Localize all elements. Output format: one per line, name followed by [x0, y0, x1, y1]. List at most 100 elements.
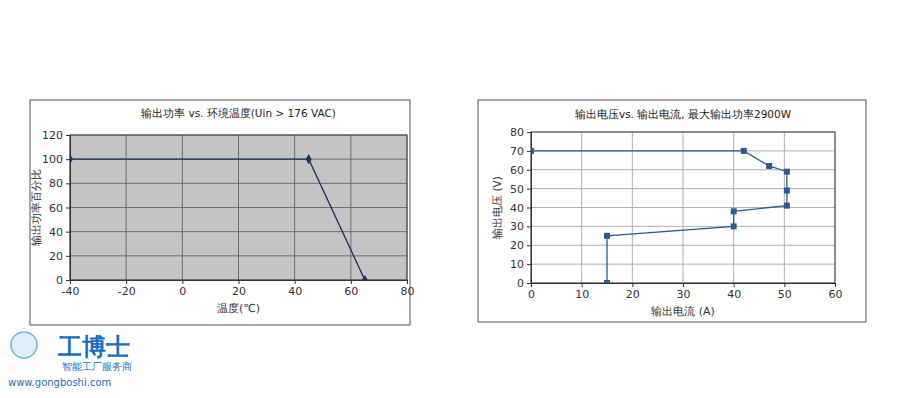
- data-marker: [362, 275, 368, 280]
- plot-frame: [531, 132, 835, 283]
- x-tick-mark: [295, 280, 296, 284]
- logo-icon: [11, 332, 37, 358]
- watermark-url: www.gongboshi.com: [8, 377, 111, 388]
- y-tick-label: 120: [42, 129, 63, 142]
- y-tick: 50: [510, 183, 531, 196]
- x-tick-mark: [407, 280, 408, 284]
- y-tick-label: 40: [510, 202, 524, 215]
- y-tick: 100: [42, 153, 70, 166]
- chart-title: 输出功率 vs. 环境温度(Uin > 176 VAC): [141, 107, 336, 119]
- x-tick-mark: [126, 280, 127, 284]
- data-marker: [784, 203, 790, 209]
- y-tick-label: 10: [510, 258, 524, 271]
- watermark: 工博士智能工厂服务商www.gongboshi.com: [8, 332, 132, 388]
- plot-background: [531, 132, 835, 283]
- data-marker: [531, 148, 534, 154]
- x-axis: 0102030405060: [528, 283, 843, 301]
- x-tick: 60: [344, 280, 358, 298]
- x-tick-label: 80: [401, 285, 415, 298]
- y-tick-label: 20: [49, 250, 63, 263]
- x-axis: -40 -20 0 20 40 60 80: [62, 280, 415, 298]
- y-tick: 80: [510, 126, 531, 139]
- y-tick-label: 80: [49, 177, 63, 190]
- y-tick-mark: [66, 135, 70, 136]
- y-axis-title: 输出功率百分比: [30, 169, 42, 246]
- x-tick-mark: [239, 280, 240, 284]
- x-tick: 0: [179, 280, 186, 298]
- x-tick: 40: [727, 283, 741, 301]
- grid-line-x: [182, 135, 183, 280]
- y-tick-label: 0: [517, 277, 524, 290]
- x-tick-mark: [835, 283, 836, 287]
- data-marker: [731, 208, 737, 214]
- x-tick: 10: [575, 283, 589, 301]
- y-tick-label: 80: [510, 126, 524, 139]
- x-tick-mark: [632, 283, 633, 287]
- grid-line-x: [126, 135, 127, 280]
- grid-line-x: [350, 135, 351, 280]
- y-tick: 70: [510, 145, 531, 158]
- y-tick-label: 70: [510, 145, 524, 158]
- y-tick: 60: [510, 164, 531, 177]
- x-tick-mark: [351, 280, 352, 284]
- y-tick-label: 0: [56, 274, 63, 287]
- y-tick: 20: [510, 239, 531, 252]
- y-tick-label: 60: [510, 164, 524, 177]
- x-tick: 80: [401, 280, 415, 298]
- data-marker: [766, 163, 772, 169]
- data: [531, 148, 790, 283]
- y-tick-mark: [527, 170, 531, 171]
- x-tick-label: 0: [528, 288, 535, 301]
- data-line: [70, 159, 365, 280]
- x-tick-label: -20: [118, 285, 136, 298]
- x-tick-label: 60: [829, 288, 843, 301]
- y-tick: 120: [42, 129, 70, 142]
- x-axis-title: 温度(℃): [217, 302, 260, 315]
- y-tick: 80: [49, 177, 70, 190]
- grid-line-x: [733, 132, 734, 283]
- y-tick-mark: [66, 232, 70, 233]
- page: -40-20020406080020406080100120输出功率 vs. 环…: [0, 0, 900, 398]
- chart: -40 -20 0 20 40 60 80 0 20 40 60 80 100 120 输出功率 vs. 环…: [30, 100, 415, 325]
- chart-title: 输出电压vs. 输出电流, 最大输出功率2900W: [575, 108, 792, 120]
- x-tick-label: 50: [778, 288, 792, 301]
- y-tick: 40: [510, 202, 531, 215]
- y-tick-mark: [66, 183, 70, 184]
- grid-line-x: [238, 135, 239, 280]
- y-tick-mark: [527, 189, 531, 190]
- data-marker: [306, 154, 312, 164]
- data-marker: [731, 223, 737, 229]
- chart: 010203040506001020304050607080输出电压vs. 输出…: [478, 100, 866, 322]
- y-tick: 0: [56, 274, 70, 287]
- y-tick: 10: [510, 258, 531, 271]
- y-tick: 40: [49, 226, 70, 239]
- grid-line-x: [581, 132, 582, 283]
- y-axis: 0 10 20 30 40 50 60 70 80: [510, 126, 532, 290]
- y-axis-line: [527, 133, 532, 284]
- y-tick-label: 20: [510, 239, 524, 252]
- x-tick-label: -40: [62, 285, 80, 298]
- y-tick-label: 50: [510, 183, 524, 196]
- data-line: [531, 151, 787, 283]
- y-axis-title: 输出电压 (V): [491, 176, 503, 239]
- data-marker: [784, 188, 790, 194]
- y-tick: 60: [49, 202, 70, 215]
- x-tick: 60: [829, 283, 843, 301]
- x-tick-mark: [182, 280, 183, 284]
- grid: [531, 132, 835, 283]
- y-tick-mark: [66, 280, 70, 281]
- plot-background: [70, 135, 407, 280]
- grid-line-x: [683, 132, 684, 283]
- y-tick-mark: [66, 256, 70, 257]
- data-marker: [784, 169, 790, 175]
- x-tick-mark: [683, 283, 684, 287]
- x-tick: 50: [778, 283, 792, 301]
- x-tick-label: 40: [288, 285, 302, 298]
- x-tick-label: 0: [179, 285, 186, 298]
- x-tick: 20: [232, 280, 246, 298]
- y-tick-label: 30: [510, 220, 524, 233]
- x-tick: 20: [626, 283, 640, 301]
- watermark-slogan: 智能工厂服务商: [62, 361, 132, 372]
- x-tick-label: 40: [727, 288, 741, 301]
- y-tick: 20: [49, 250, 70, 263]
